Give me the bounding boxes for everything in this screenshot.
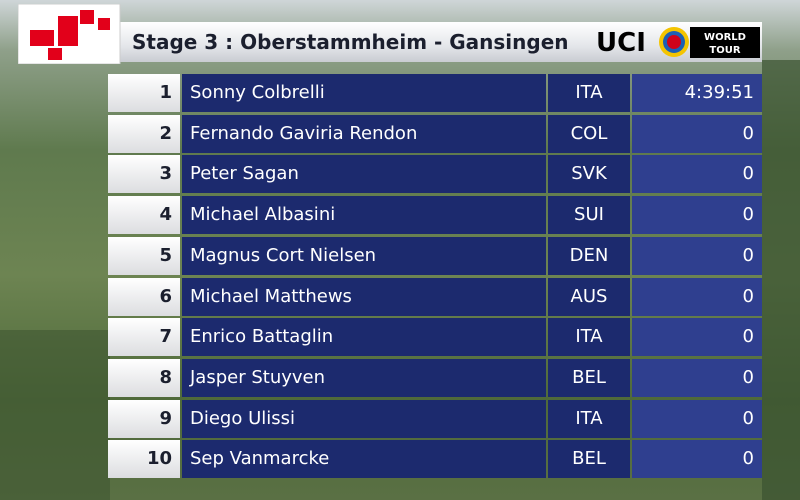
rank-cell: 7 — [108, 318, 180, 357]
landscape — [0, 330, 110, 500]
rider-name: Magnus Cort Nielsen — [182, 236, 546, 275]
nation: SVK — [548, 155, 630, 194]
rider-name: Sep Vanmarcke — [182, 440, 546, 479]
time-gap: 0 — [632, 277, 762, 316]
nation: ITA — [548, 318, 630, 357]
nation: DEN — [548, 236, 630, 275]
rider-name: Michael Albasini — [182, 196, 546, 235]
rank-cell: 5 — [108, 236, 180, 275]
rider-name: Peter Sagan — [182, 155, 546, 194]
rider-name: Diego Ulissi — [182, 399, 546, 438]
time-gap: 0 — [632, 196, 762, 235]
nation: BEL — [548, 358, 630, 397]
rank-cell: 10 — [108, 440, 180, 479]
nation: ITA — [548, 399, 630, 438]
time-gap: 0 — [632, 358, 762, 397]
stage-title: Stage 3 : Oberstammheim - Gansingen — [132, 30, 569, 54]
time-gap: 0 — [632, 318, 762, 357]
rider-name: Enrico Battaglin — [182, 318, 546, 357]
logo-square — [48, 48, 62, 60]
nation: SUI — [548, 196, 630, 235]
nation: ITA — [548, 74, 630, 112]
logo-square — [30, 30, 54, 46]
logo-square — [98, 18, 110, 30]
rider-name: Jasper Stuyven — [182, 358, 546, 397]
rank-cell: 6 — [108, 277, 180, 316]
time-gap: 0 — [632, 155, 762, 194]
time-gap: 0 — [632, 114, 762, 153]
time-gap: 4:39:51 — [632, 74, 762, 112]
rider-name: Michael Matthews — [182, 277, 546, 316]
nation: AUS — [548, 277, 630, 316]
time-gap: 0 — [632, 236, 762, 275]
rank-cell: 9 — [108, 399, 180, 438]
rank-cell: 2 — [108, 114, 180, 153]
rank-cell: 1 — [108, 74, 180, 112]
logo-text: TOUR — [709, 45, 740, 56]
rank-cell: 3 — [108, 155, 180, 194]
uci-logo: UCI WORLD TOUR — [596, 27, 760, 58]
logo-ring — [667, 35, 681, 49]
rider-name: Sonny Colbrelli — [182, 74, 546, 112]
rank-cell: 8 — [108, 358, 180, 397]
nation: COL — [548, 114, 630, 153]
rider-name: Fernando Gaviria Rendon — [182, 114, 546, 153]
swiss-logo — [18, 4, 121, 64]
time-gap: 0 — [632, 440, 762, 479]
time-gap: 0 — [632, 399, 762, 438]
rank-cell: 4 — [108, 196, 180, 235]
logo-square — [80, 10, 94, 24]
nation: BEL — [548, 440, 630, 479]
logo-text: WORLD — [704, 32, 746, 43]
header-bar — [18, 22, 762, 62]
logo-square — [58, 16, 78, 46]
landscape — [762, 60, 800, 500]
logo-box — [690, 27, 760, 58]
uci-text: UCI — [596, 28, 646, 58]
